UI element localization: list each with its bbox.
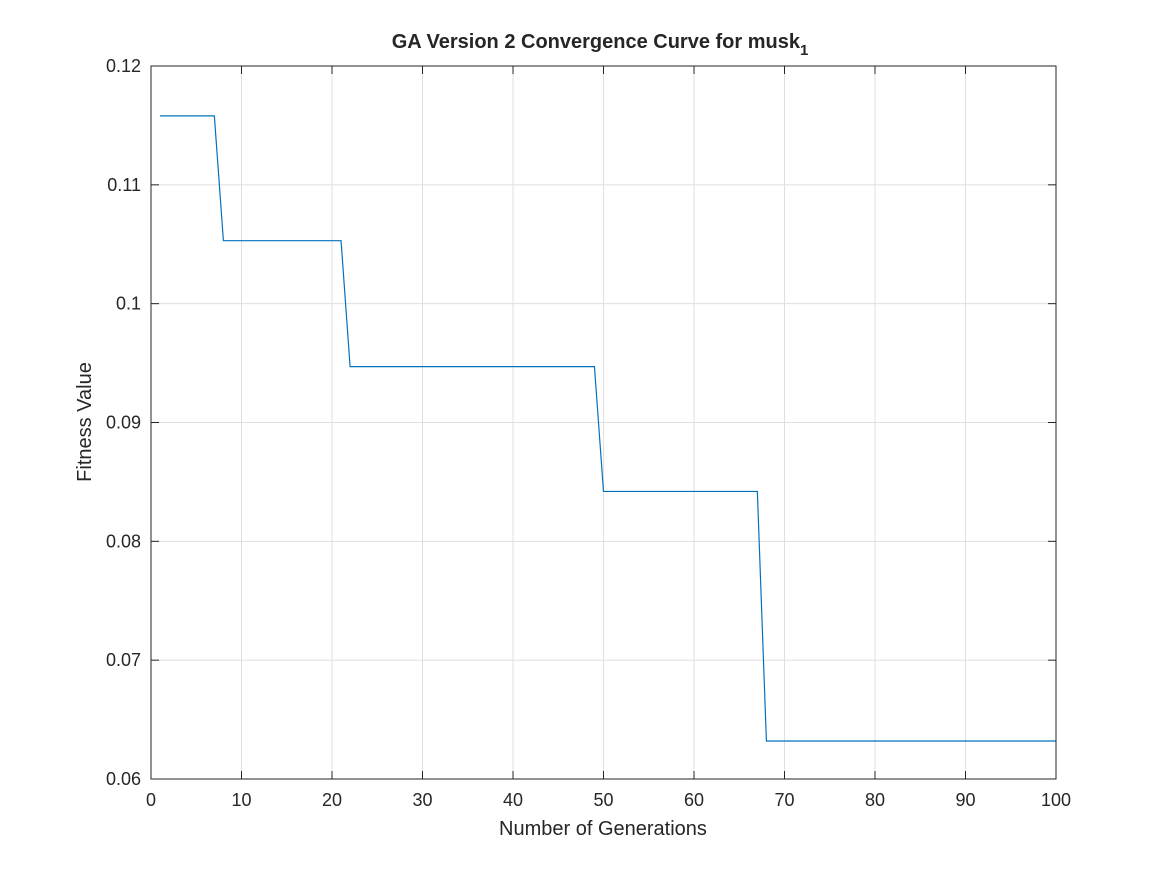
x-tick-label: 0 (146, 790, 156, 810)
tick-labels: 0 10 20 30 40 50 60 70 80 90 100 0.06 0.07 0.08 0.09 0.… (106, 56, 1071, 810)
x-tick-label: 30 (412, 790, 432, 810)
x-tick-label: 10 (231, 790, 251, 810)
y-tick-label: 0.12 (106, 56, 141, 76)
y-axis-label: Fitness Value (74, 362, 96, 482)
x-axis-label: Number of Generations (499, 818, 707, 840)
y-tick-label: 0.09 (106, 413, 141, 433)
grid-lines (151, 66, 1056, 779)
x-tick-label: 50 (593, 790, 613, 810)
tick-marks (150, 65, 1057, 780)
x-tick-label: 40 (503, 790, 523, 810)
x-tick-label: 20 (322, 790, 342, 810)
series-layer (160, 115, 1056, 742)
fitness-series-line (160, 115, 1056, 742)
x-tick-label: 80 (865, 790, 885, 810)
x-tick-label: 60 (684, 790, 704, 810)
chart-title: GA Version 2 Convergence Curve for musk1 (392, 31, 809, 59)
y-tick-label: 0.08 (106, 531, 141, 551)
y-tick-label: 0.06 (106, 769, 141, 789)
y-tick-label: 0.11 (107, 175, 141, 195)
y-tick-label: 0.07 (106, 650, 141, 670)
y-tick-label: 0.1 (116, 294, 141, 314)
chart-title-subscript: 1 (800, 42, 808, 59)
x-tick-label: 70 (774, 790, 794, 810)
x-tick-label: 100 (1041, 790, 1071, 810)
x-tick-label: 90 (955, 790, 975, 810)
